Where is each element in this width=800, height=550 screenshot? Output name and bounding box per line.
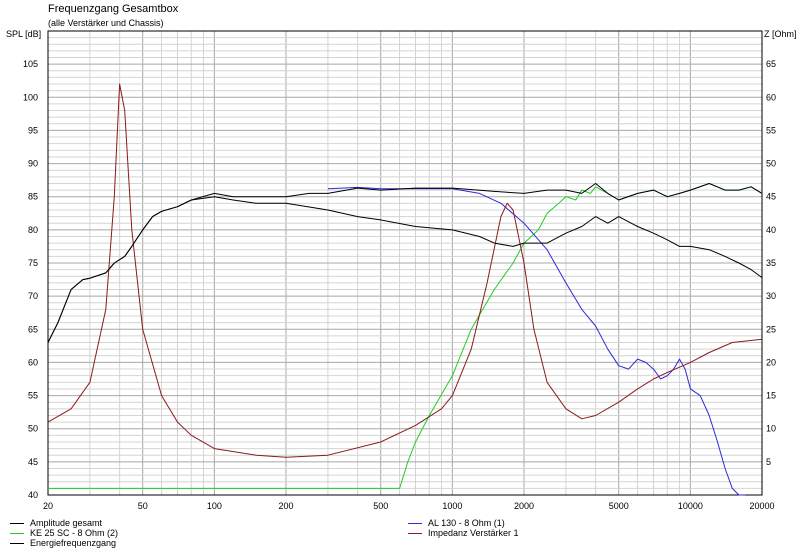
amplitude-gesamt-line xyxy=(47,183,763,343)
y-tick-label-left: 75 xyxy=(28,258,38,268)
y-tick-label-right: 40 xyxy=(766,225,776,235)
y-tick-label-right: 55 xyxy=(766,125,776,135)
y-tick-label-right: 25 xyxy=(766,324,776,334)
y-tick-label-right: 30 xyxy=(766,291,776,301)
y-tick-label-right: 35 xyxy=(766,258,776,268)
chart-subtitle: (alle Verstärker und Chassis) xyxy=(48,18,164,28)
x-tick-label: 200 xyxy=(278,501,293,511)
y-tick-label-left: 105 xyxy=(23,59,38,69)
legend-label-al130: AL 130 - 8 Ohm (1) xyxy=(428,518,505,528)
legend-swatch-amplitude xyxy=(10,522,24,524)
legend-impedanz: Impedanz Verstärker 1 xyxy=(408,528,519,538)
y-tick-label-right: 65 xyxy=(766,59,776,69)
legend-ke25sc: KE 25 SC - 8 Ohm (2) xyxy=(10,528,118,538)
y-tick-label-right: 45 xyxy=(766,192,776,202)
y-tick-label-left: 65 xyxy=(28,324,38,334)
y-axis-label-right: Z [Ohm] xyxy=(764,29,797,39)
legend-swatch-impedanz xyxy=(408,532,422,534)
legend-label-amplitude: Amplitude gesamt xyxy=(30,518,103,528)
y-tick-label-left: 90 xyxy=(28,159,38,169)
x-tick-label: 20 xyxy=(43,501,53,511)
legend-label-energie: Energiefrequenzgang xyxy=(30,538,117,548)
x-tick-label: 50 xyxy=(138,501,148,511)
x-tick-label: 500 xyxy=(373,501,388,511)
legend-label-ke25sc: KE 25 SC - 8 Ohm (2) xyxy=(30,528,119,538)
legend-swatch-ke25sc xyxy=(10,532,24,534)
y-tick-label-left: 80 xyxy=(28,225,38,235)
y-tick-label-left: 55 xyxy=(28,391,38,401)
x-tick-label: 10000 xyxy=(678,501,703,511)
y-tick-label-left: 70 xyxy=(28,291,38,301)
y-tick-label-left: 50 xyxy=(28,424,38,434)
x-tick-label: 1000 xyxy=(442,501,462,511)
chart-title: Frequenzgang Gesamtbox xyxy=(48,3,179,15)
x-tick-label: 5000 xyxy=(609,501,629,511)
legend-al130: AL 130 - 8 Ohm (1) xyxy=(408,518,505,528)
y-tick-label-left: 100 xyxy=(23,92,38,102)
y-tick-label-left: 45 xyxy=(28,457,38,467)
y-tick-label-right: 15 xyxy=(766,391,776,401)
y-tick-label-left: 95 xyxy=(28,125,38,135)
y-tick-label-left: 60 xyxy=(28,357,38,367)
y-tick-label-right: 20 xyxy=(766,357,776,367)
y-tick-label-right: 60 xyxy=(766,92,776,102)
y-axis-label-left: SPL [dB] xyxy=(6,29,42,39)
legend-amplitude-gesamt: Amplitude gesamt xyxy=(10,518,102,528)
y-tick-label-right: 10 xyxy=(766,424,776,434)
y-tick-label-right: 50 xyxy=(766,159,776,169)
plot-frame xyxy=(47,30,763,496)
x-tick-label: 20000 xyxy=(749,501,774,511)
legend-swatch-al130 xyxy=(408,522,422,524)
legend-energiefrequenzgang: Energiefrequenzgang xyxy=(10,538,116,548)
al130-line xyxy=(327,186,746,496)
legend-swatch-energie xyxy=(10,542,24,544)
legend-label-impedanz: Impedanz Verstärker 1 xyxy=(428,528,519,538)
y-tick-label-right: 5 xyxy=(766,457,771,467)
impedanz-line xyxy=(47,83,763,458)
y-tick-label-left: 40 xyxy=(28,490,38,500)
x-tick-label: 100 xyxy=(207,501,222,511)
x-tick-label: 2000 xyxy=(514,501,534,511)
y-tick-label-left: 85 xyxy=(28,192,38,202)
